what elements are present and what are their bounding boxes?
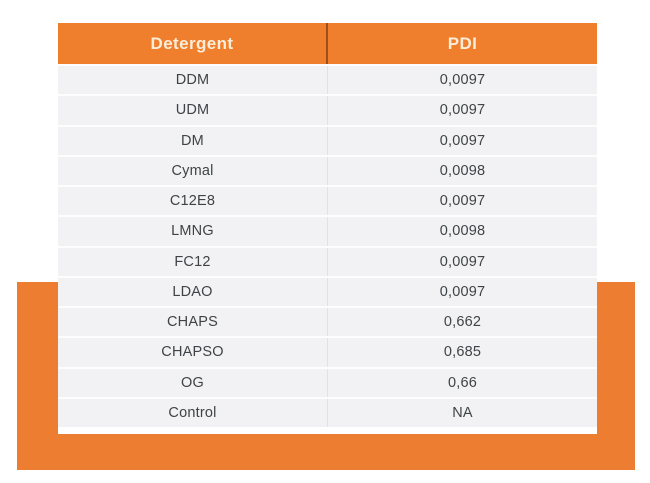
pdi-cell: 0,0098 xyxy=(439,162,486,179)
detergent-cell: OG xyxy=(58,368,328,397)
pdi-cell: 0,0097 xyxy=(439,193,486,210)
table-row: DM 0,0097 xyxy=(58,124,597,155)
table-row: OG 0,66 xyxy=(58,366,597,397)
detergent-cell: Control xyxy=(58,398,328,427)
detergent-cell: LDAO xyxy=(58,277,328,306)
pdi-cell: 0,662 xyxy=(443,314,482,331)
detergent-cell: FC12 xyxy=(58,247,328,276)
table-row: CHAPSO 0,685 xyxy=(58,336,597,367)
pdi-cell: 0,0098 xyxy=(439,223,486,240)
pdi-cell: 0,685 xyxy=(443,344,482,361)
detergent-cell: CHAPS xyxy=(58,308,328,337)
detergent-cell: LMNG xyxy=(58,217,328,246)
table-row: Control NA xyxy=(58,396,597,427)
table-row: UDM 0,0097 xyxy=(58,94,597,125)
detergent-cell: C12E8 xyxy=(58,187,328,216)
table-row: CHAPS 0,662 xyxy=(58,306,597,337)
detergent-cell: DDM xyxy=(58,66,328,95)
table-row: DDM 0,0097 xyxy=(58,64,597,95)
detergent-cell: CHAPSO xyxy=(58,338,328,367)
table-row: C12E8 0,0097 xyxy=(58,185,597,216)
pdi-cell: 0,0097 xyxy=(439,132,486,149)
pdi-cell: 0,66 xyxy=(447,374,478,391)
pdi-cell: 0,0097 xyxy=(439,72,486,89)
pdi-cell: 0,0097 xyxy=(439,253,486,270)
table-row: Cymal 0,0098 xyxy=(58,154,597,185)
table-header-row: Detergent PDI xyxy=(58,23,597,64)
table-row: FC12 0,0097 xyxy=(58,245,597,276)
pdi-cell: 0,0097 xyxy=(439,283,486,300)
header-pdi: PDI xyxy=(447,33,478,53)
pdi-cell: 0,0097 xyxy=(439,102,486,119)
pdi-cell: NA xyxy=(452,404,473,421)
table-row: LMNG 0,0098 xyxy=(58,215,597,246)
header-detergent: Detergent xyxy=(58,23,328,64)
detergent-cell: UDM xyxy=(58,96,328,125)
table-row: LDAO 0,0097 xyxy=(58,275,597,306)
detergent-cell: Cymal xyxy=(58,156,328,185)
detergent-pdi-table: Detergent PDI DDM 0,0097 UDM 0,0097 DM 0… xyxy=(58,23,597,434)
detergent-cell: DM xyxy=(58,126,328,155)
